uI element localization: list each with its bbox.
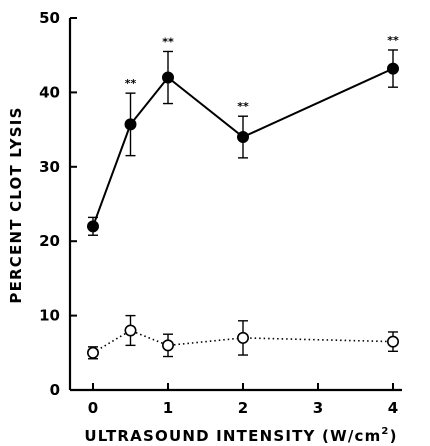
y-axis-title: PERCENT CLOT LYSIS <box>7 106 25 303</box>
data-point <box>87 346 100 359</box>
y-tick-label: 0 <box>50 381 60 399</box>
x-tick-label: 3 <box>313 399 323 417</box>
significance-label: ** <box>162 35 174 48</box>
significance-label: ** <box>125 77 137 90</box>
data-point <box>124 118 137 131</box>
x-axis-title: ULTRASOUND INTENSITY (W/cm2) <box>84 426 397 445</box>
data-point <box>386 335 399 348</box>
data-point <box>124 324 137 337</box>
data-point <box>87 220 100 233</box>
x-axis-title-main: ULTRASOUND INTENSITY (W/cm <box>84 427 381 445</box>
data-point <box>237 331 250 344</box>
data-point <box>386 62 399 75</box>
x-axis-title-close: ) <box>390 427 398 445</box>
data-point <box>162 71 175 84</box>
x-tick-label: 0 <box>88 399 98 417</box>
x-tick-label: 2 <box>238 399 248 417</box>
series-2 <box>87 314 399 360</box>
series-1: ** ** ** ** <box>87 34 399 236</box>
y-tick-label: 20 <box>39 232 60 250</box>
x-tick-label: 1 <box>163 399 173 417</box>
data-point <box>162 339 175 352</box>
data-point <box>237 131 250 144</box>
x-axis-title-superscript: 2 <box>381 426 389 437</box>
y-tick-label: 30 <box>39 158 60 176</box>
y-tick-label: 40 <box>39 83 60 101</box>
y-tick-label: 10 <box>39 307 60 325</box>
series-layer: ** ** ** ** <box>87 34 399 360</box>
y-tick-label: 50 <box>39 9 60 27</box>
axes: 0 10 20 30 40 50 0 1 2 3 4 <box>39 9 402 417</box>
x-tick-label: 4 <box>388 399 398 417</box>
significance-label: ** <box>237 100 249 113</box>
significance-label: ** <box>387 34 399 47</box>
